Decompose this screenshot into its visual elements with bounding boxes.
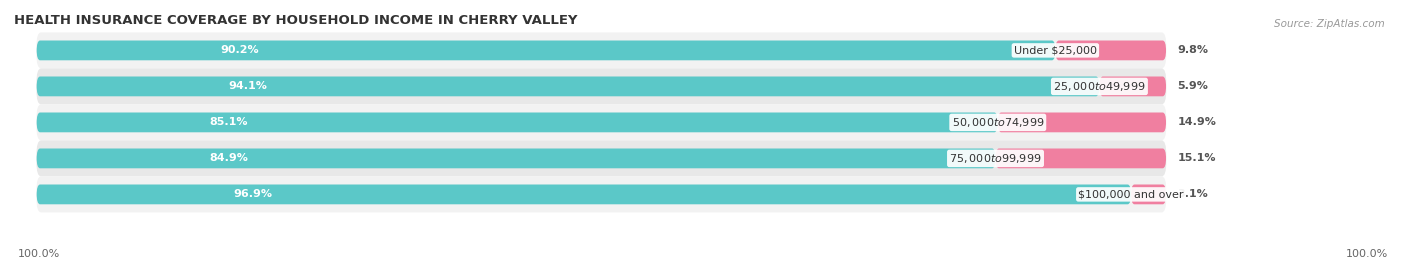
FancyBboxPatch shape <box>37 148 995 168</box>
FancyBboxPatch shape <box>37 68 1167 104</box>
Text: 9.8%: 9.8% <box>1177 45 1208 55</box>
FancyBboxPatch shape <box>1056 40 1166 60</box>
Text: 14.9%: 14.9% <box>1177 117 1216 127</box>
FancyBboxPatch shape <box>995 148 1166 168</box>
Text: 85.1%: 85.1% <box>209 117 247 127</box>
FancyBboxPatch shape <box>998 113 1166 132</box>
Text: HEALTH INSURANCE COVERAGE BY HOUSEHOLD INCOME IN CHERRY VALLEY: HEALTH INSURANCE COVERAGE BY HOUSEHOLD I… <box>14 14 578 27</box>
Text: Source: ZipAtlas.com: Source: ZipAtlas.com <box>1274 19 1385 29</box>
Text: 90.2%: 90.2% <box>219 45 259 55</box>
Text: 100.0%: 100.0% <box>18 249 60 259</box>
FancyBboxPatch shape <box>37 184 1130 204</box>
Text: 94.1%: 94.1% <box>228 81 267 92</box>
Text: 3.1%: 3.1% <box>1177 189 1208 200</box>
Text: 84.9%: 84.9% <box>209 153 247 163</box>
FancyBboxPatch shape <box>37 113 998 132</box>
Text: $100,000 and over: $100,000 and over <box>1078 189 1184 200</box>
FancyBboxPatch shape <box>1130 184 1166 204</box>
FancyBboxPatch shape <box>37 176 1167 212</box>
Text: $25,000 to $49,999: $25,000 to $49,999 <box>1053 80 1146 93</box>
Text: Under $25,000: Under $25,000 <box>1014 45 1097 55</box>
Text: $75,000 to $99,999: $75,000 to $99,999 <box>949 152 1042 165</box>
FancyBboxPatch shape <box>37 40 1056 60</box>
FancyBboxPatch shape <box>37 76 1099 96</box>
Text: 96.9%: 96.9% <box>233 189 273 200</box>
FancyBboxPatch shape <box>37 140 1167 176</box>
FancyBboxPatch shape <box>37 104 1167 140</box>
Text: 15.1%: 15.1% <box>1177 153 1216 163</box>
Text: 100.0%: 100.0% <box>1346 249 1388 259</box>
FancyBboxPatch shape <box>1099 76 1166 96</box>
FancyBboxPatch shape <box>37 32 1167 68</box>
Text: 5.9%: 5.9% <box>1177 81 1208 92</box>
Text: $50,000 to $74,999: $50,000 to $74,999 <box>952 116 1045 129</box>
